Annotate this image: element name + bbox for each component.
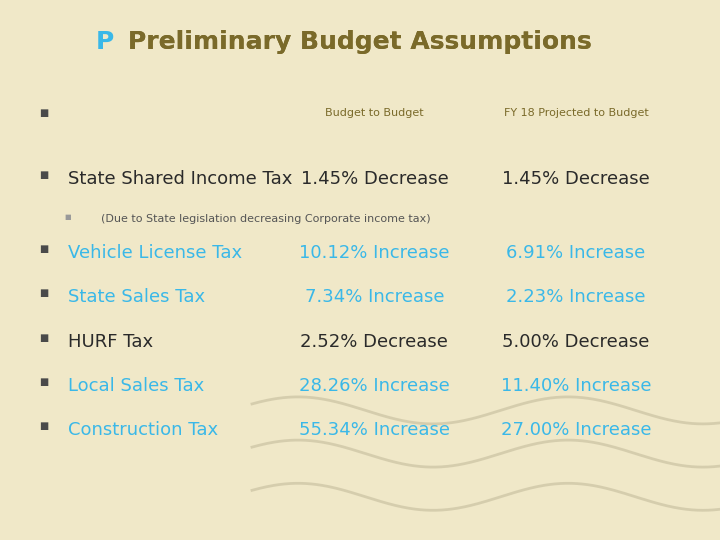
Text: State Shared Income Tax: State Shared Income Tax	[68, 170, 293, 188]
Text: ■: ■	[40, 244, 49, 254]
Text: ■: ■	[40, 288, 49, 299]
Text: State Sales Tax: State Sales Tax	[68, 288, 205, 306]
Text: 6.91% Increase: 6.91% Increase	[506, 244, 646, 262]
Text: ■: ■	[65, 214, 71, 220]
Text: P: P	[96, 30, 114, 53]
Text: 7.34% Increase: 7.34% Increase	[305, 288, 444, 306]
Text: Vehicle License Tax: Vehicle License Tax	[68, 244, 243, 262]
Text: 1.45% Decrease: 1.45% Decrease	[300, 170, 449, 188]
Text: 2.23% Increase: 2.23% Increase	[506, 288, 646, 306]
Text: 10.12% Increase: 10.12% Increase	[299, 244, 450, 262]
Text: 55.34% Increase: 55.34% Increase	[299, 421, 450, 439]
Text: ■: ■	[40, 170, 49, 180]
Text: ■: ■	[40, 377, 49, 387]
Text: Preliminary Budget Assumptions: Preliminary Budget Assumptions	[128, 30, 592, 53]
Text: 5.00% Decrease: 5.00% Decrease	[503, 333, 649, 350]
Text: 1.45% Decrease: 1.45% Decrease	[502, 170, 650, 188]
Text: Local Sales Tax: Local Sales Tax	[68, 377, 204, 395]
Text: HURF Tax: HURF Tax	[68, 333, 153, 350]
Text: 27.00% Increase: 27.00% Increase	[500, 421, 652, 439]
Text: 28.26% Increase: 28.26% Increase	[299, 377, 450, 395]
Text: Construction Tax: Construction Tax	[68, 421, 219, 439]
Text: ■: ■	[40, 421, 49, 431]
Text: Preliminary Budget Assumptions: Preliminary Budget Assumptions	[128, 30, 592, 53]
Text: FY 18 Projected to Budget: FY 18 Projected to Budget	[503, 108, 649, 118]
Text: 11.40% Increase: 11.40% Increase	[500, 377, 652, 395]
Text: ■: ■	[40, 108, 49, 118]
Text: ■: ■	[40, 333, 49, 343]
Text: (Due to State legislation decreasing Corporate income tax): (Due to State legislation decreasing Cor…	[101, 214, 431, 225]
Text: 2.52% Decrease: 2.52% Decrease	[300, 333, 449, 350]
Text: Budget to Budget: Budget to Budget	[325, 108, 423, 118]
